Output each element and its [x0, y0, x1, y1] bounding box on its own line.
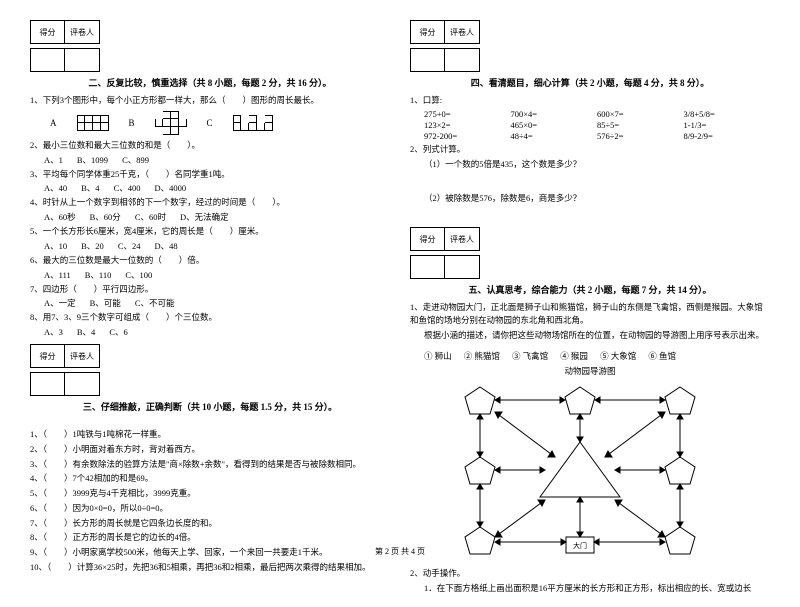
- s3-i5: 5、（ ）3999克与4千克相比，3999克重。: [30, 487, 390, 500]
- s2-q3: 3、平均每个同学体重25千克，（ ）名同学重1吨。: [30, 168, 390, 181]
- s2-q6-opts: A、111B、110C、100: [30, 269, 390, 281]
- s5-q1b: 根据小涵的描述，请你把这些动物场馆所在的位置，在动物园的导游图上用序号表示出来。: [410, 329, 770, 342]
- score-box-3-empty: [30, 372, 390, 396]
- s3-i10: 10、（ ）计算36×25时，先把36和5相乘，再把36和2相乘，最后把两次乘得…: [30, 561, 390, 574]
- s2-q2-opts: A、1B、1099C、899: [30, 154, 390, 166]
- score-box-2: 得分 评卷人: [30, 20, 390, 44]
- score-label: 得分: [30, 20, 65, 44]
- s2-q6: 6、最大的三位数是最大一位数的（ ）倍。: [30, 254, 390, 267]
- s4-q2b: （2）被除数是576，除数是6，商是多少？: [410, 192, 770, 205]
- s2-q1: 1、下列3个图形中，每个小正方形都一样大，那么（ ）图形的周长最长。: [30, 94, 390, 107]
- zoo-diagram: 大门: [450, 382, 730, 562]
- shape-a: [77, 115, 109, 131]
- label-b: B: [129, 118, 135, 128]
- score-box-4-empty: [410, 48, 770, 72]
- label-a: A: [50, 118, 57, 128]
- section-2-title: 二、反复比较，慎重选择（共 8 小题，每题 2 分，共 16 分）。: [30, 76, 390, 89]
- s2-q8: 8、用7、3、9三个数字可组成（ ）个三位数。: [30, 311, 390, 324]
- s3-i4: 4、（ ）7个42相加的和是69。: [30, 472, 390, 485]
- s4-q1: 1、口算:: [410, 94, 770, 107]
- right-column: 得分 评卷人 四、看清题目，细心计算（共 2 小题，每题 4 分，共 8 分）。…: [410, 20, 770, 597]
- section-4-title: 四、看清题目，细心计算（共 2 小题，每题 4 分，共 8 分）。: [410, 76, 770, 89]
- s2-q5-opts: A、10B、20C、24D、48: [30, 240, 390, 252]
- shape-b: [155, 111, 187, 135]
- s4-q2a: （1）一个数的5倍是435，这个数是多少？: [410, 158, 770, 171]
- s2-q7-opts: A、一定B、可能C、不可能: [30, 297, 390, 309]
- s2-q4: 4、时针从上一个数字到相邻的下一个数字，经过的时间是（ ）。: [30, 196, 390, 209]
- s2-q2: 2、最小三位数和最大三位数的和是（ ）。: [30, 139, 390, 152]
- s2-q5: 5、一个长方形长6厘米，宽4厘米，它的周长是（ ）厘米。: [30, 225, 390, 238]
- s3-i3: 3、（ ）有余数除法的验算方法是"商×除数+余数"，看得到的结果是否与被除数相同…: [30, 458, 390, 471]
- reviewer-label: 评卷人: [65, 20, 100, 44]
- diagram-svg: 大门: [450, 382, 730, 562]
- s2-q7: 7、四边形（ ）平行四边形。: [30, 283, 390, 296]
- s2-q4-opts: A、60秒B、60分C、60时D、无法确定: [30, 211, 390, 223]
- diagram-title: 动物园导游图: [410, 365, 770, 377]
- s3-i6: 6、（ ）因为0×0=0，所以0÷0=0。: [30, 502, 390, 515]
- s4-q2: 2、列式计算。: [410, 143, 770, 156]
- s2-q3-opts: A、40B、4C、400D、4000: [30, 182, 390, 194]
- calc-r1: 275+0=700×4=600×7=3/8+5/8=: [410, 109, 770, 119]
- section-5-title: 五、认真思考，综合能力（共 2 小题，每题 7 分，共 14 分）。: [410, 283, 770, 296]
- section-3-title: 三、仔细推敲，正确判断（共 10 小题，每题 1.5 分，共 15 分）。: [30, 400, 390, 413]
- shape-row: A B C: [30, 111, 390, 135]
- s2-q8-opts: A、3B、4C、6: [30, 326, 390, 338]
- score-empty: [30, 48, 65, 72]
- s3-i8: 8、（ ）正方形的周长是它的边长的4倍。: [30, 531, 390, 544]
- legend-row: ① 狮山 ② 熊猫馆 ③ 飞禽馆 ④ 猴园 ⑤ 大象馆 ⑥ 鱼馆: [410, 350, 770, 362]
- calc-r3: 972-200=48÷4=576÷2=8/9-2/9=: [410, 131, 770, 141]
- shape-c: [233, 115, 273, 131]
- score-box-3: 得分 评卷人: [30, 344, 390, 368]
- score-box-4: 得分 评卷人: [410, 20, 770, 44]
- score-box-2-empty: [30, 48, 390, 72]
- s3-i1: 1、（ ）1吨铁与1吨棉花一样重。: [30, 428, 390, 441]
- label-c: C: [207, 118, 213, 128]
- s5-q2a: 1．在下面方格纸上画出面积是16平方厘米的长方形和正方形，标出相应的长、宽或边长: [410, 582, 770, 595]
- score-box-5: 得分 评卷人: [410, 227, 770, 251]
- s3-i2: 2、（ ）小明面对着东方时，背对着西方。: [30, 443, 390, 456]
- s3-i7: 7、（ ）长方形的周长就是它四条边长度的和。: [30, 517, 390, 530]
- s5-q2: 2、动手操作。: [410, 567, 770, 580]
- s5-q1a: 1、走进动物园大门，正北面是狮子山和熊猫馆，狮子山的东侧是飞禽馆，西侧是猴园。大…: [410, 301, 770, 327]
- left-column: 得分 评卷人 二、反复比较，慎重选择（共 8 小题，每题 2 分，共 16 分）…: [30, 20, 390, 597]
- score-box-5-empty: [410, 255, 770, 279]
- page-footer: 第 2 页 共 4 页: [0, 546, 800, 557]
- reviewer-empty: [65, 48, 100, 72]
- calc-r2: 123×2=465×0=85÷5=1-1/3=: [410, 120, 770, 130]
